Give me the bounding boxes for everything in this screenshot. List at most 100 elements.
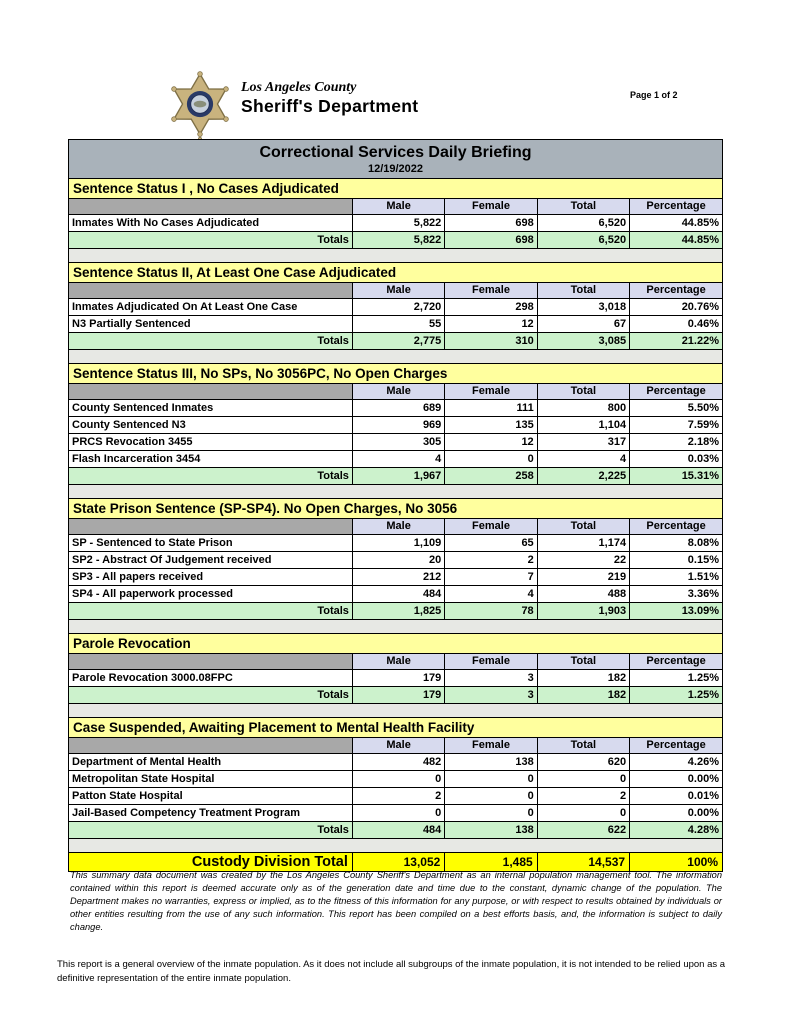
row-value-female: 698 xyxy=(444,214,538,232)
row-label: PRCS Revocation 3455 xyxy=(69,433,353,451)
row-value-female: 7 xyxy=(444,568,538,586)
table-row: SP2 - Abstract Of Judgement received 20 2 2… xyxy=(69,551,722,569)
totals-value-percentage: 15.31% xyxy=(629,467,722,485)
section-title: Case Suspended, Awaiting Placement to Me… xyxy=(69,717,722,737)
row-label: SP2 - Abstract Of Judgement received xyxy=(69,551,353,569)
row-value-total: 800 xyxy=(536,399,631,417)
table-row: Flash Incarceration 3454 4 0 4 0.03% xyxy=(69,450,722,468)
totals-label: Totals xyxy=(69,821,353,839)
row-value-female: 0 xyxy=(444,450,538,468)
column-header-cell: Female xyxy=(444,383,538,400)
row-value-female: 298 xyxy=(444,298,538,316)
table-row: Parole Revocation 3000.08FPC 179 3 182 1.25% xyxy=(69,669,722,687)
totals-row: Totals 2,775 310 3,085 21.22% xyxy=(69,332,722,350)
totals-label: Totals xyxy=(69,602,353,620)
row-value-percentage: 0.15% xyxy=(629,551,722,569)
table-row: N3 Partially Sentenced 55 12 67 0.46% xyxy=(69,315,722,333)
column-header-cell: Percentage xyxy=(629,737,722,754)
row-value-total: 620 xyxy=(536,753,631,771)
column-header-cell: Male xyxy=(351,198,446,215)
row-label: SP3 - All papers received xyxy=(69,568,353,586)
column-header-cell: Female xyxy=(444,518,538,535)
row-value-male: 305 xyxy=(351,433,446,451)
row-value-percentage: 0.46% xyxy=(629,315,722,333)
totals-row: Totals 5,822 698 6,520 44.85% xyxy=(69,231,722,249)
row-value-male: 2 xyxy=(351,787,446,805)
row-label: Patton State Hospital xyxy=(69,787,353,805)
disclaimer-note: This summary data document was created b… xyxy=(70,870,722,933)
column-header-cell: Female xyxy=(444,653,538,670)
row-value-total: 0 xyxy=(536,770,631,788)
column-header-cell: Total xyxy=(536,198,631,215)
table-row: SP3 - All papers received 212 7 219 1.51% xyxy=(69,568,722,586)
column-header-cell: Female xyxy=(444,737,538,754)
section-title: Parole Revocation xyxy=(69,633,722,653)
row-value-total: 67 xyxy=(536,315,631,333)
row-value-male: 1,109 xyxy=(351,534,446,552)
row-label: Parole Revocation 3000.08FPC xyxy=(69,669,353,687)
column-header-cell: Percentage xyxy=(629,518,722,535)
row-value-total: 4 xyxy=(536,450,631,468)
table-row: County Sentenced N3 969 135 1,104 7.59% xyxy=(69,416,722,434)
row-value-male: 482 xyxy=(351,753,446,771)
row-value-male: 689 xyxy=(351,399,446,417)
totals-value-male: 179 xyxy=(351,686,446,704)
row-value-total: 1,174 xyxy=(536,534,631,552)
logo-department-line: Sheriff's Department xyxy=(241,95,419,116)
row-value-male: 55 xyxy=(351,315,446,333)
row-value-percentage: 0.03% xyxy=(629,450,722,468)
column-header-cell: Total xyxy=(536,383,631,400)
section-title: State Prison Sentence (SP-SP4). No Open … xyxy=(69,498,722,518)
row-value-percentage: 1.51% xyxy=(629,568,722,586)
row-value-female: 138 xyxy=(444,753,538,771)
row-value-female: 4 xyxy=(444,585,538,603)
totals-value-percentage: 4.28% xyxy=(629,821,722,839)
table-row: SP4 - All paperwork processed 484 4 488 3.36… xyxy=(69,585,722,603)
table-row: PRCS Revocation 3455 305 12 317 2.18% xyxy=(69,433,722,451)
column-header-cell: Total xyxy=(536,653,631,670)
totals-value-total: 3,085 xyxy=(536,332,631,350)
report-section: Case Suspended, Awaiting Placement to Me… xyxy=(69,717,722,852)
section-title: Sentence Status I , No Cases Adjudicated xyxy=(69,178,722,198)
row-value-percentage: 20.76% xyxy=(629,298,722,316)
row-label: Department of Mental Health xyxy=(69,753,353,771)
lasd-logo: Los Angeles County Sheriff's Department xyxy=(167,71,418,141)
totals-value-total: 6,520 xyxy=(536,231,631,249)
row-value-female: 0 xyxy=(444,787,538,805)
row-value-male: 0 xyxy=(351,804,446,822)
row-label: Inmates Adjudicated On At Least One Case xyxy=(69,298,353,316)
row-value-female: 3 xyxy=(444,669,538,687)
row-value-percentage: 0.00% xyxy=(629,804,722,822)
grand-total-female: 1,485 xyxy=(444,852,538,871)
grand-total-total: 14,537 xyxy=(536,852,631,871)
totals-label: Totals xyxy=(69,467,353,485)
totals-value-total: 2,225 xyxy=(536,467,631,485)
row-value-total: 3,018 xyxy=(536,298,631,316)
page-number-label: Page 1 of 2 xyxy=(630,90,678,100)
row-value-percentage: 8.08% xyxy=(629,534,722,552)
row-value-percentage: 3.36% xyxy=(629,585,722,603)
row-value-total: 219 xyxy=(536,568,631,586)
row-value-female: 2 xyxy=(444,551,538,569)
section-spacer xyxy=(69,485,722,498)
column-header-cell: Female xyxy=(444,282,538,299)
row-label: Inmates With No Cases Adjudicated xyxy=(69,214,353,232)
row-value-total: 6,520 xyxy=(536,214,631,232)
totals-value-male: 484 xyxy=(351,821,446,839)
row-value-percentage: 1.25% xyxy=(629,669,722,687)
section-table: Male Female Total Percentage SP - Sentenced … xyxy=(69,518,722,620)
totals-row: Totals 484 138 622 4.28% xyxy=(69,821,722,839)
totals-label: Totals xyxy=(69,231,353,249)
grand-total-male: 13,052 xyxy=(351,852,446,871)
table-row: Metropolitan State Hospital 0 0 0 0.00% xyxy=(69,770,722,788)
column-header-cell: Percentage xyxy=(629,653,722,670)
row-value-total: 0 xyxy=(536,804,631,822)
totals-value-male: 5,822 xyxy=(351,231,446,249)
row-label: County Sentenced Inmates xyxy=(69,399,353,417)
report-section: State Prison Sentence (SP-SP4). No Open … xyxy=(69,498,722,633)
column-header-cell: Female xyxy=(444,198,538,215)
column-header-row: Male Female Total Percentage xyxy=(69,653,722,670)
logo-county-line: Los Angeles County xyxy=(241,80,357,95)
report-section: Sentence Status I , No Cases Adjudicated… xyxy=(69,178,722,262)
totals-value-percentage: 13.09% xyxy=(629,602,722,620)
